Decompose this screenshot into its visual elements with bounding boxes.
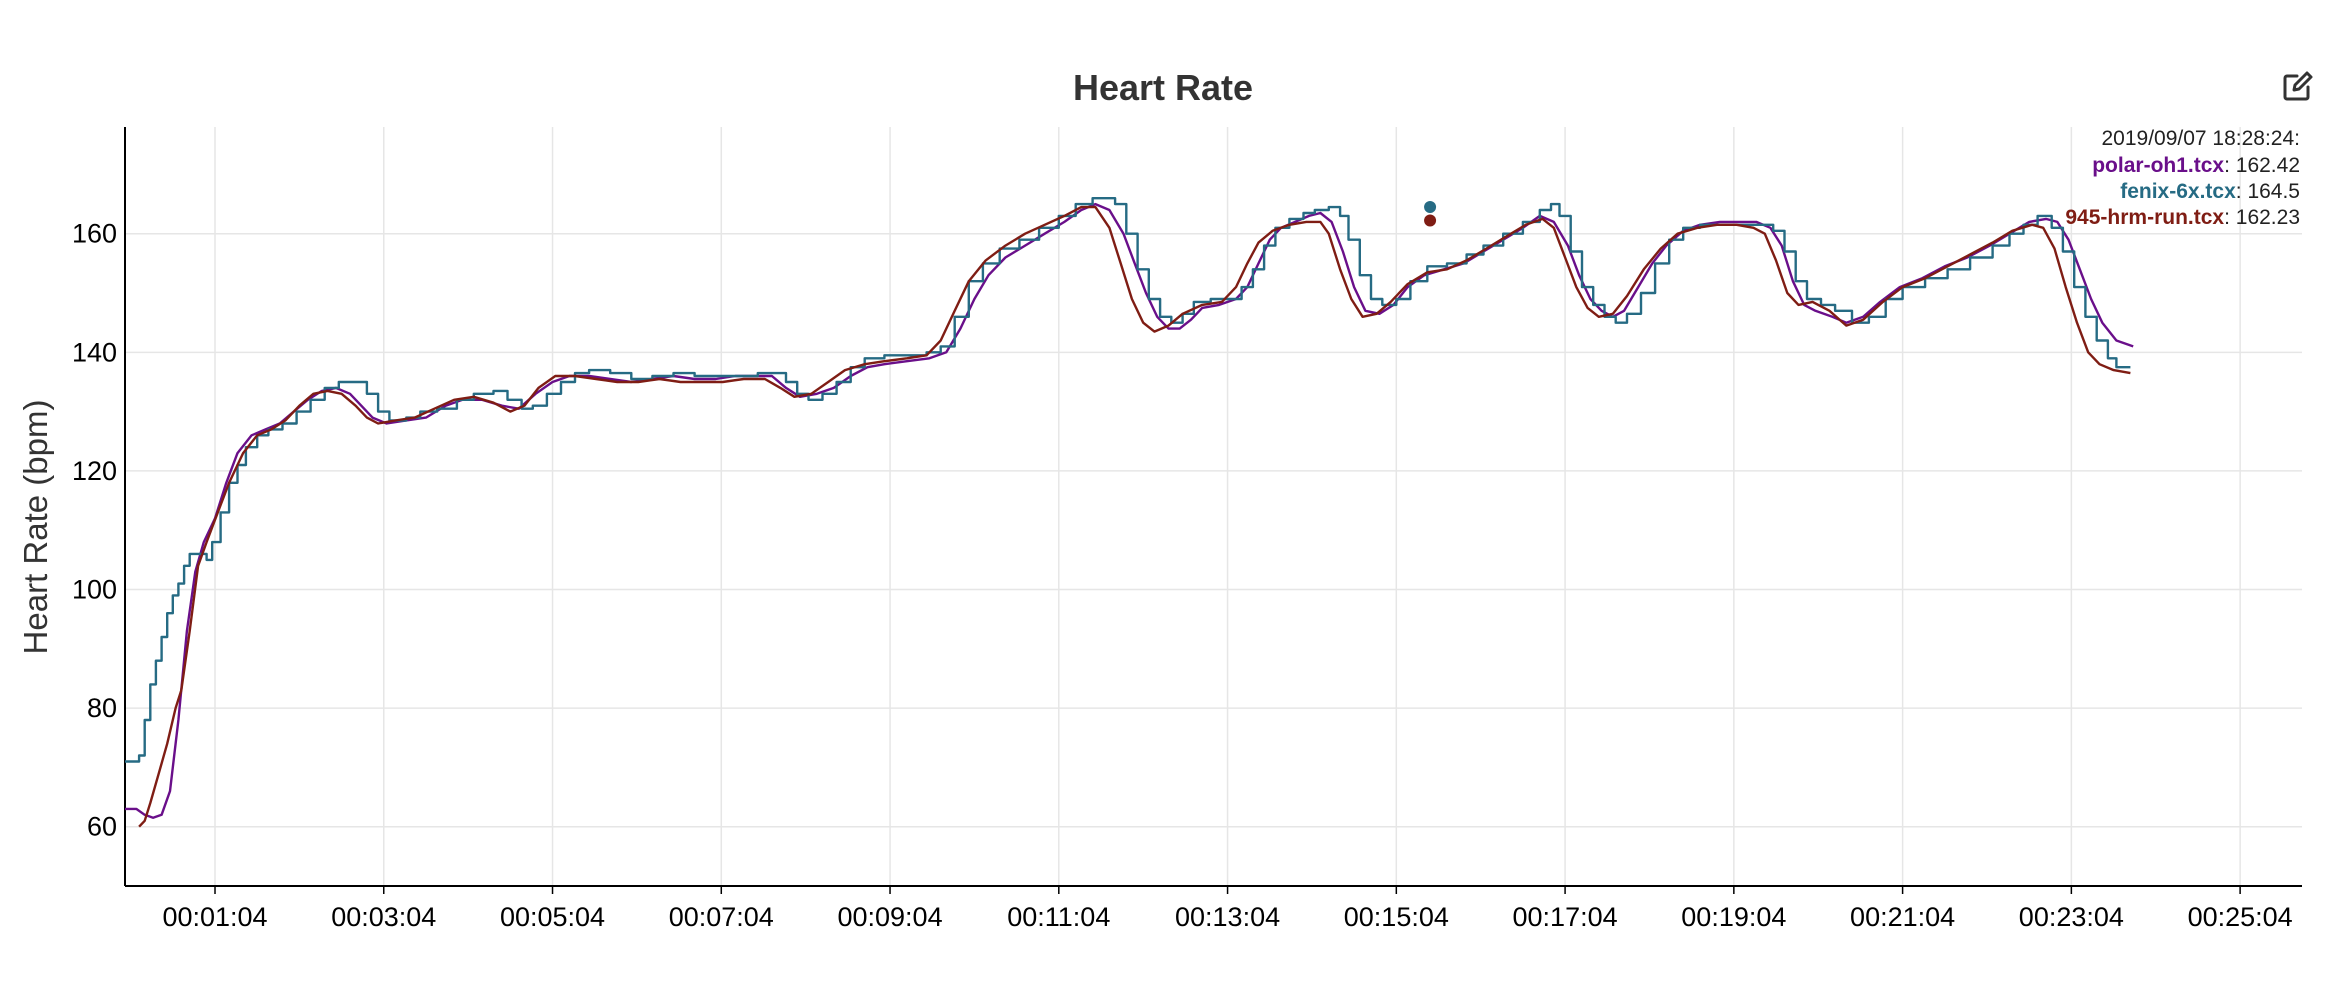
edit-chart-button[interactable]: [2283, 71, 2313, 101]
edit-icon: [2283, 71, 2313, 101]
x-tick-label: 00:15:04: [1344, 902, 1449, 932]
y-tick-label: 120: [72, 456, 117, 486]
y-tick-label: 140: [72, 337, 117, 367]
legend-separator: :: [2236, 180, 2248, 203]
highlight-markers: [1424, 201, 1437, 227]
series-line-polar-oh1: [125, 202, 2134, 819]
legend-entry-945-hrm: 945-hrm-run.tcx: 162.23: [2065, 206, 2300, 229]
legend-series-value: 162.23: [2236, 206, 2300, 229]
chart-title: Heart Rate: [1073, 67, 1253, 108]
x-tick-label: 00:17:04: [1513, 902, 1618, 932]
hover-legend: 2019/09/07 18:28:24: polar-oh1.tcx: 162.…: [2065, 127, 2300, 229]
legend-series-name: fenix-6x.tcx: [2120, 180, 2236, 203]
x-tick-label: 00:01:04: [162, 902, 267, 932]
x-tick-label: 00:23:04: [2019, 902, 2124, 932]
y-tick-label: 60: [87, 812, 117, 842]
y-tick-labels: 60 80 100 120 140 160: [72, 219, 117, 842]
legend-separator: :: [2224, 206, 2236, 229]
x-tick-label: 00:21:04: [1850, 902, 1955, 932]
grid: [125, 127, 2302, 886]
axes: [124, 127, 2302, 894]
legend-entry-fenix: fenix-6x.tcx: 164.5: [2120, 180, 2300, 203]
highlight-point: [1424, 201, 1437, 214]
x-tick-label: 00:07:04: [669, 902, 774, 932]
x-tick-labels: 00:01:04 00:03:04 00:05:04 00:07:04 00:09:04…: [162, 902, 2292, 932]
y-tick-label: 100: [72, 575, 117, 605]
legend-series-name: polar-oh1.tcx: [2092, 154, 2224, 177]
legend-timestamp: 2019/09/07 18:28:24:: [2101, 127, 2300, 150]
y-axis-label: Heart Rate (bpm): [17, 400, 54, 655]
highlight-point: [1424, 214, 1437, 227]
x-tick-label: 00:05:04: [500, 902, 605, 932]
y-tick-label: 160: [72, 219, 117, 249]
x-tick-label: 00:03:04: [331, 902, 436, 932]
x-tick-label: 00:11:04: [1007, 902, 1110, 932]
legend-separator: :: [2224, 154, 2236, 177]
legend-series-value: 164.5: [2247, 180, 2300, 203]
legend-series-name: 945-hrm-run.tcx: [2065, 206, 2224, 229]
series-line-945-hrm-run: [138, 205, 2131, 828]
series-line-fenix-6x: [125, 197, 2131, 763]
x-tick-label: 00:19:04: [1681, 902, 1786, 932]
x-tick-label: 00:13:04: [1175, 902, 1280, 932]
series-lines: [125, 197, 2134, 828]
x-tick-label: 00:25:04: [2188, 902, 2293, 932]
x-tick-label: 00:09:04: [837, 902, 942, 932]
legend-entry-polar: polar-oh1.tcx: 162.42: [2092, 154, 2300, 177]
legend-series-value: 162.42: [2236, 154, 2300, 177]
y-tick-label: 80: [87, 693, 117, 723]
